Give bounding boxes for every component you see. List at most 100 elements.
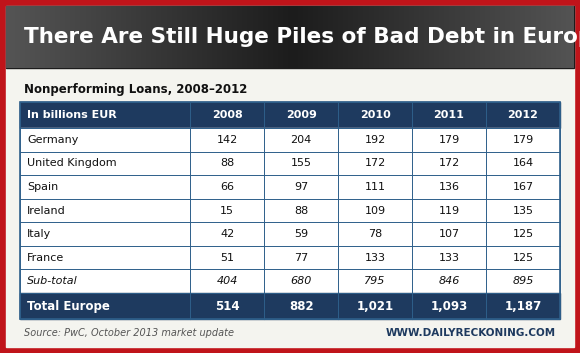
Bar [412, 269, 486, 293]
Text: 125: 125 [513, 229, 534, 239]
Text: 119: 119 [438, 205, 459, 215]
Bar [190, 293, 264, 319]
Bar [412, 222, 486, 246]
Text: 2011: 2011 [434, 110, 465, 120]
Text: There Are Still Huge Piles of Bad Debt in Europe: There Are Still Huge Piles of Bad Debt i… [24, 27, 580, 47]
Text: Nonperforming Loans, 2008–2012: Nonperforming Loans, 2008–2012 [24, 84, 248, 96]
Text: 66: 66 [220, 182, 234, 192]
Text: 882: 882 [289, 299, 313, 312]
Text: United Kingdom: United Kingdom [27, 158, 117, 168]
Text: 125: 125 [513, 253, 534, 263]
Bar [338, 128, 412, 151]
Bar [20, 293, 190, 319]
Text: Germany: Germany [27, 135, 78, 145]
Text: 846: 846 [438, 276, 460, 286]
Bar [486, 128, 560, 151]
Text: 179: 179 [438, 135, 460, 145]
Bar [412, 246, 486, 269]
Text: 15: 15 [220, 205, 234, 215]
Bar [338, 222, 412, 246]
Text: 1,021: 1,021 [357, 299, 394, 312]
Bar [190, 246, 264, 269]
Bar [20, 102, 560, 319]
Bar [20, 128, 190, 151]
Bar [20, 175, 190, 199]
Text: 2009: 2009 [285, 110, 317, 120]
Text: Sub-total: Sub-total [27, 276, 78, 286]
Text: Total Europe: Total Europe [27, 299, 110, 312]
Bar [264, 269, 338, 293]
Text: 107: 107 [438, 229, 459, 239]
Bar [190, 175, 264, 199]
Text: 51: 51 [220, 253, 234, 263]
Text: 88: 88 [220, 158, 234, 168]
Text: 78: 78 [368, 229, 382, 239]
Text: 1,093: 1,093 [430, 299, 467, 312]
Text: 142: 142 [216, 135, 238, 145]
Text: 135: 135 [513, 205, 534, 215]
Bar [412, 175, 486, 199]
Bar [190, 102, 264, 128]
Bar [20, 222, 190, 246]
Bar [412, 199, 486, 222]
Bar [264, 222, 338, 246]
Bar [486, 199, 560, 222]
Bar [190, 269, 264, 293]
Text: 2010: 2010 [360, 110, 390, 120]
Text: France: France [27, 253, 64, 263]
Text: In billions EUR: In billions EUR [27, 110, 117, 120]
Text: Italy: Italy [27, 229, 51, 239]
Bar [486, 151, 560, 175]
Text: 59: 59 [294, 229, 308, 239]
Bar [338, 151, 412, 175]
Bar [338, 175, 412, 199]
Bar [264, 199, 338, 222]
Text: 97: 97 [294, 182, 308, 192]
Text: 77: 77 [294, 253, 308, 263]
Bar [338, 199, 412, 222]
Text: 680: 680 [291, 276, 312, 286]
Bar [20, 199, 190, 222]
Text: 136: 136 [438, 182, 459, 192]
Text: 42: 42 [220, 229, 234, 239]
Text: 109: 109 [364, 205, 386, 215]
Bar [486, 269, 560, 293]
Text: Ireland: Ireland [27, 205, 66, 215]
Bar [6, 6, 574, 68]
Bar [486, 293, 560, 319]
Text: 167: 167 [513, 182, 534, 192]
Bar [264, 151, 338, 175]
Bar [486, 102, 560, 128]
Text: 164: 164 [513, 158, 534, 168]
Bar [190, 128, 264, 151]
Bar [338, 246, 412, 269]
Bar [20, 269, 190, 293]
Bar [338, 269, 412, 293]
Bar [338, 102, 412, 128]
Text: WWW.DAILYRECKONING.COM: WWW.DAILYRECKONING.COM [386, 328, 556, 338]
Text: 111: 111 [365, 182, 386, 192]
Text: 179: 179 [512, 135, 534, 145]
Bar [190, 222, 264, 246]
Text: 795: 795 [364, 276, 386, 286]
Text: 1,187: 1,187 [505, 299, 542, 312]
Bar [264, 293, 338, 319]
Text: Source: PwC, October 2013 market update: Source: PwC, October 2013 market update [24, 328, 234, 338]
Text: 133: 133 [365, 253, 386, 263]
Text: 133: 133 [438, 253, 459, 263]
Text: 895: 895 [512, 276, 534, 286]
Bar [264, 175, 338, 199]
Text: 514: 514 [215, 299, 240, 312]
Text: 404: 404 [216, 276, 238, 286]
Bar [20, 102, 190, 128]
Text: 88: 88 [294, 205, 308, 215]
Text: 2008: 2008 [212, 110, 242, 120]
Bar [190, 151, 264, 175]
Bar [20, 246, 190, 269]
Text: 172: 172 [364, 158, 386, 168]
Bar [338, 293, 412, 319]
Bar [264, 246, 338, 269]
Bar [412, 151, 486, 175]
Bar [190, 199, 264, 222]
Bar [20, 151, 190, 175]
